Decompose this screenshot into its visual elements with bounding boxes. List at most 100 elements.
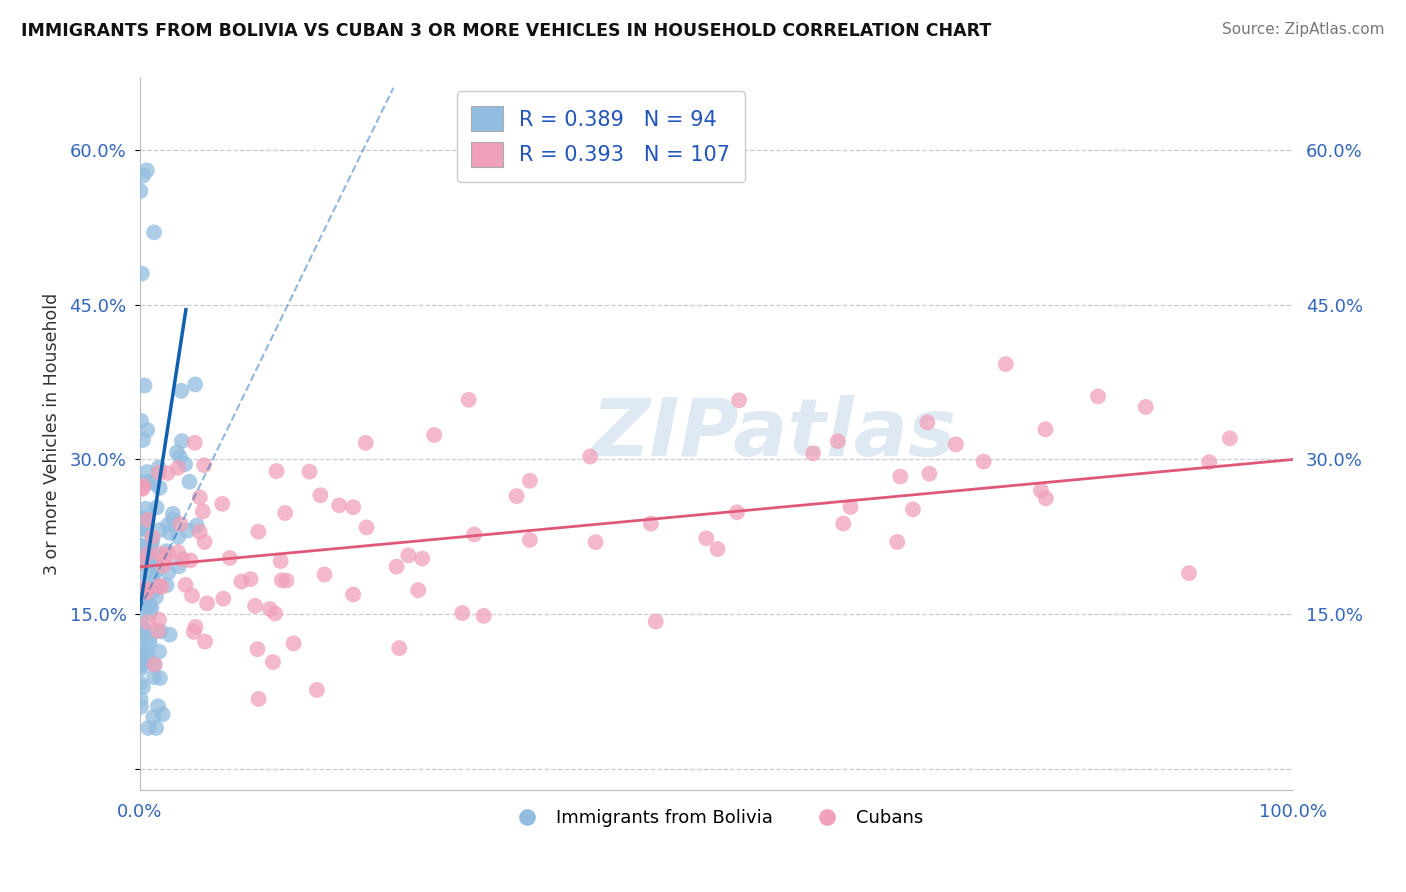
Point — [918, 467, 941, 481]
Point — [134, 378, 156, 392]
Point — [167, 545, 190, 559]
Point — [148, 466, 170, 480]
Point — [166, 445, 188, 459]
Point — [129, 692, 152, 706]
Point — [150, 580, 173, 594]
Point — [142, 476, 165, 491]
Point — [132, 433, 155, 447]
Point — [145, 590, 167, 604]
Point — [396, 549, 419, 563]
Point — [298, 465, 321, 479]
Point — [1029, 483, 1052, 498]
Point — [172, 552, 194, 566]
Point — [134, 522, 156, 536]
Y-axis label: 3 or more Vehicles in Household: 3 or more Vehicles in Household — [44, 293, 60, 574]
Point — [132, 510, 155, 524]
Point — [135, 501, 157, 516]
Point — [283, 636, 305, 650]
Point — [131, 656, 153, 670]
Point — [1035, 491, 1057, 506]
Point — [186, 518, 208, 533]
Point — [184, 620, 207, 634]
Point — [505, 489, 527, 503]
Point — [519, 474, 541, 488]
Point — [174, 578, 197, 592]
Point — [901, 502, 924, 516]
Point — [156, 466, 179, 480]
Point — [138, 598, 160, 612]
Point — [157, 566, 180, 580]
Point — [264, 607, 287, 621]
Point — [644, 615, 666, 629]
Point — [314, 567, 336, 582]
Point — [973, 454, 995, 468]
Point — [143, 559, 166, 574]
Point — [135, 596, 157, 610]
Point — [170, 384, 193, 398]
Legend: Immigrants from Bolivia, Cubans: Immigrants from Bolivia, Cubans — [502, 802, 931, 834]
Point — [152, 558, 174, 573]
Point — [159, 627, 181, 641]
Point — [131, 619, 153, 633]
Point — [141, 533, 163, 548]
Point — [141, 600, 163, 615]
Point — [827, 434, 849, 449]
Point — [725, 505, 748, 519]
Point — [136, 615, 159, 630]
Point — [135, 163, 157, 178]
Point — [132, 650, 155, 665]
Point — [1087, 389, 1109, 403]
Point — [142, 574, 165, 588]
Point — [142, 568, 165, 582]
Point — [270, 554, 292, 568]
Point — [411, 551, 433, 566]
Point — [183, 624, 205, 639]
Point — [194, 634, 217, 648]
Point — [169, 516, 191, 531]
Point — [695, 531, 717, 545]
Point — [585, 535, 607, 549]
Point — [145, 500, 167, 515]
Point — [129, 521, 152, 535]
Point — [1035, 422, 1057, 436]
Point — [886, 535, 908, 549]
Point — [139, 606, 162, 620]
Point — [143, 657, 166, 672]
Point — [1178, 566, 1201, 581]
Point — [148, 579, 170, 593]
Point — [153, 553, 176, 567]
Point — [131, 482, 153, 496]
Point — [136, 465, 159, 479]
Point — [247, 692, 270, 706]
Point — [143, 670, 166, 684]
Point — [129, 414, 152, 428]
Point — [162, 512, 184, 526]
Point — [129, 184, 152, 198]
Point — [131, 475, 153, 490]
Point — [136, 644, 159, 658]
Point — [146, 699, 169, 714]
Point — [640, 516, 662, 531]
Point — [146, 624, 169, 638]
Point — [832, 516, 855, 531]
Point — [138, 545, 160, 559]
Point — [129, 699, 152, 714]
Point — [159, 525, 181, 540]
Point — [136, 475, 159, 489]
Point — [179, 553, 201, 567]
Point — [243, 599, 266, 613]
Point — [141, 530, 163, 544]
Point — [801, 446, 824, 460]
Point — [1135, 400, 1157, 414]
Point — [354, 435, 377, 450]
Point — [134, 624, 156, 638]
Point — [136, 586, 159, 600]
Point — [129, 538, 152, 552]
Text: ZIPatlas: ZIPatlas — [592, 394, 956, 473]
Point — [129, 659, 152, 673]
Point — [136, 548, 159, 562]
Point — [132, 680, 155, 694]
Point — [170, 434, 193, 448]
Point — [945, 437, 967, 451]
Point — [211, 497, 233, 511]
